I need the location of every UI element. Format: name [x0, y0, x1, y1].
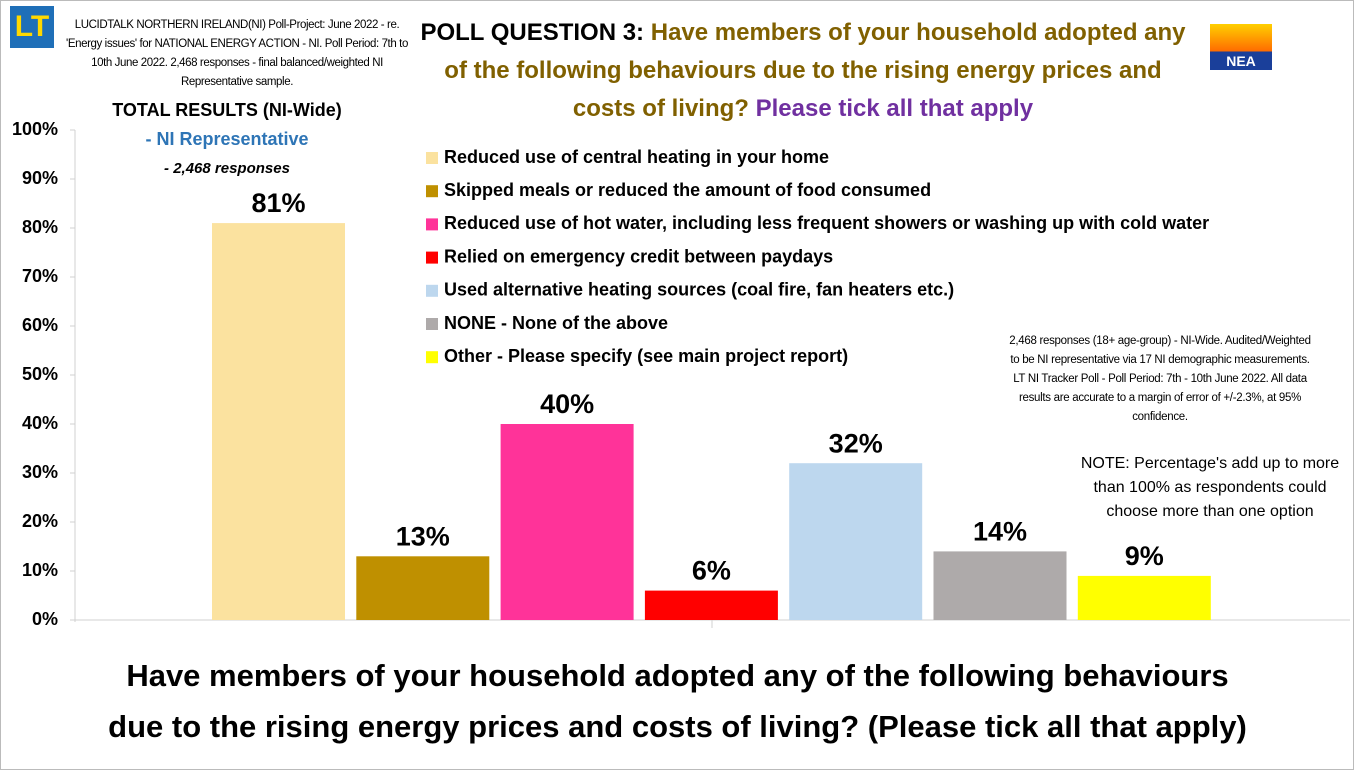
bar: [644, 590, 778, 620]
y-tick-label: 80%: [22, 217, 58, 237]
legend-swatch: [426, 284, 438, 297]
legend-label: Skipped meals or reduced the amount of f…: [444, 180, 931, 200]
legend-label: Used alternative heating sources (coal f…: [444, 280, 954, 300]
bar: [1077, 575, 1211, 620]
y-tick-label: 70%: [22, 266, 58, 286]
legend-swatch: [426, 351, 438, 364]
legend-swatch: [426, 152, 438, 164]
legend-swatch: [426, 251, 438, 264]
header-description: LUCIDTALK NORTHERN IRELAND(NI) Poll-Proj…: [66, 19, 408, 88]
methodology: 2,468 responses (18+ age-group) - NI-Wid…: [1009, 335, 1311, 423]
representative: - NI Representative: [145, 129, 309, 149]
value-label: 13%: [396, 521, 450, 551]
title-instruction: Please tick all that apply: [755, 95, 1034, 122]
legend-label: Reduced use of hot water, including less…: [444, 213, 1209, 233]
caption-line: Have members of your household adopted a…: [126, 658, 1229, 693]
legend-label: Reduced use of central heating in your h…: [444, 147, 829, 167]
y-tick-label: 60%: [22, 315, 58, 335]
legend-label: NONE - None of the above: [444, 313, 668, 333]
title-prefix: POLL QUESTION 3:: [420, 19, 645, 46]
legend-label: Other - Please specify (see main project…: [444, 346, 848, 366]
value-label: 6%: [692, 556, 731, 586]
y-tick-label: 40%: [22, 413, 58, 433]
value-label: 32%: [829, 428, 883, 458]
value-label: 81%: [251, 188, 305, 218]
y-tick-label: 50%: [22, 364, 58, 384]
total-results: TOTAL RESULTS (NI-Wide): [112, 100, 342, 120]
legend-swatch: [426, 185, 438, 198]
logo-left: LT: [10, 6, 54, 48]
legend-label: Relied on emergency credit between payda…: [444, 246, 833, 266]
y-tick-label: 100%: [12, 119, 58, 139]
caption-line: due to the rising energy prices and cost…: [108, 709, 1247, 744]
legend-swatch: [426, 218, 438, 231]
bar: [356, 556, 490, 620]
chart-title: POLL QUESTION 3: Have members of your ho…: [418, 14, 1188, 128]
y-tick-label: 90%: [22, 168, 58, 188]
logo-right: NEA: [1210, 24, 1272, 70]
value-label: 40%: [540, 389, 594, 419]
y-tick-label: 0%: [32, 609, 58, 629]
legend-swatch: [426, 318, 438, 330]
value-label: 14%: [973, 517, 1027, 547]
y-tick-label: 20%: [22, 511, 58, 531]
bar: [500, 424, 634, 620]
bar: [933, 551, 1067, 620]
bar: [789, 463, 923, 620]
note: NOTE: Percentage's add up to more than 1…: [1080, 455, 1340, 520]
value-label: 9%: [1125, 541, 1164, 571]
y-tick-label: 10%: [22, 560, 58, 580]
y-tick-label: 30%: [22, 462, 58, 482]
responses: - 2,468 responses: [164, 160, 290, 177]
bar: [212, 223, 345, 620]
title-question: Have members of your household adopted a…: [444, 19, 1186, 122]
caption: Have members of your household adopted a…: [0, 650, 1355, 752]
